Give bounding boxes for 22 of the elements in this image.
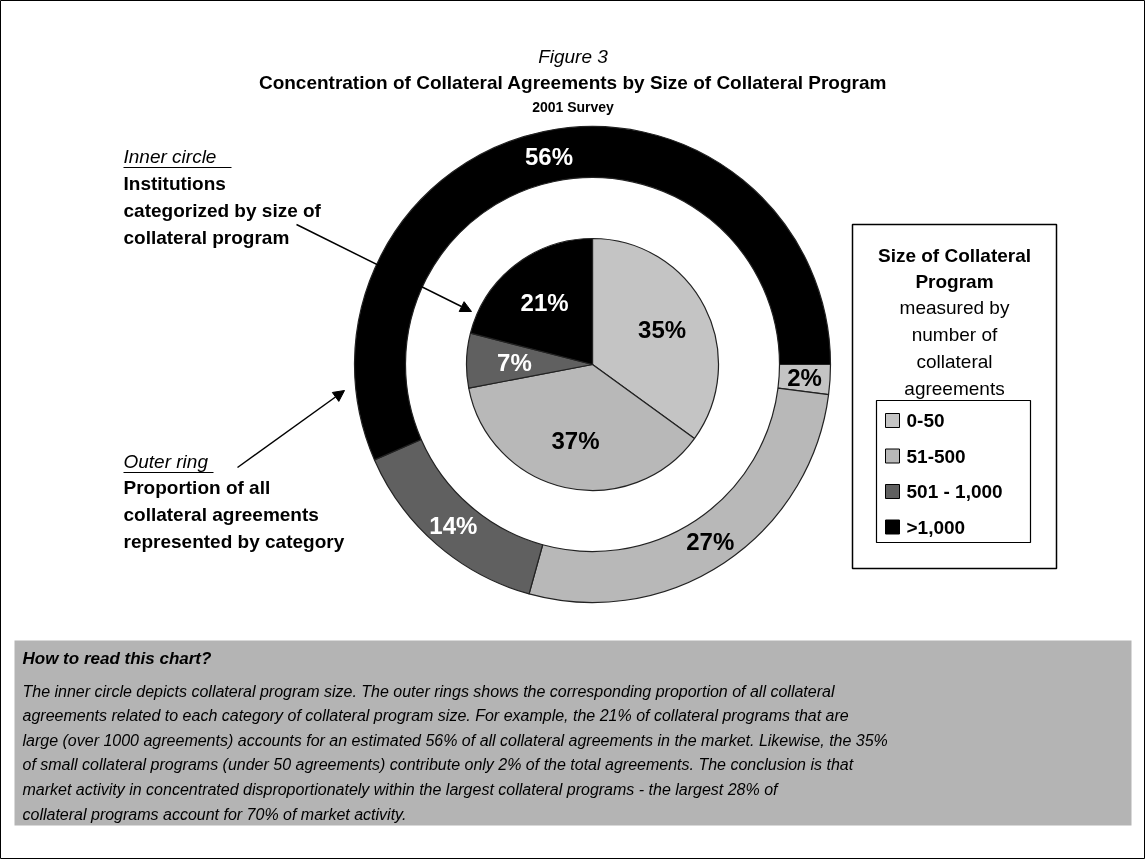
data-label: 27% xyxy=(686,527,735,555)
legend-label: >1,000 xyxy=(906,516,966,538)
text: The inner circle depicts collateral program size. The outer rings shows the corresponding proportion of all collateral agreements related to each category of collateral program size. For example, the 21% of collateral programs that are large (over 1000 agreements) accounts for an estimated 56% of all collateral agreements in the market. Likewise, the 35% of small collateral programs (under 50 agreements) contribute only 2% of the total agreements. The conclusion is that market activity in concentrated disproportionately within the largest collateral programs - the largest 28% of collateral programs account for 70% of market activity. xyxy=(22,682,888,823)
legend-label: 0-50 xyxy=(906,410,945,431)
chart-subtitle: 2001 Survey xyxy=(532,98,615,115)
data-label: 14% xyxy=(429,511,478,539)
text: How to read this chart? xyxy=(22,649,213,668)
data-label: 37% xyxy=(551,427,600,455)
data-label: 7% xyxy=(497,348,532,376)
text: Proportion of all collateral agreements represented by category xyxy=(123,477,345,552)
data-label: 2% xyxy=(787,364,822,392)
caption: Figure 3 xyxy=(538,46,609,67)
legend-label: 51-500 xyxy=(906,445,966,467)
data-label: 56% xyxy=(524,143,574,170)
legend-label: 501 - 1,000 xyxy=(906,481,1003,502)
text: Outer ring xyxy=(123,451,209,472)
text: Institutions categorized by size of collateral program xyxy=(123,173,322,248)
text: measured by number of collateral agreements xyxy=(899,297,1010,399)
chart-title: Concentration of Collateral Agreements by Size of Collateral Program xyxy=(258,72,887,93)
text: Inner circle xyxy=(123,146,217,167)
data-label: 35% xyxy=(638,315,687,343)
data-label: 21% xyxy=(520,289,569,317)
